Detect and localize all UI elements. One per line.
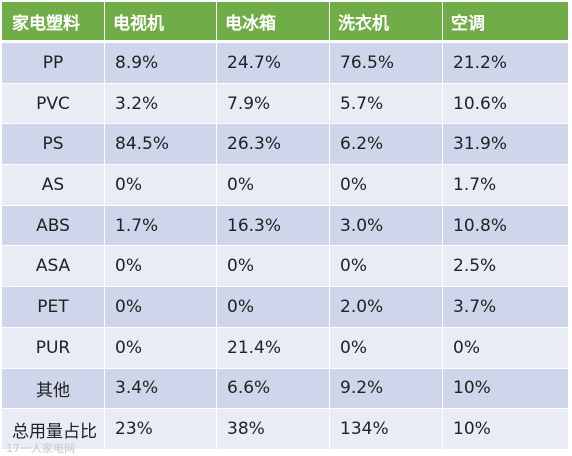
cell-tv: 1.7% — [105, 205, 217, 247]
row-label: ABS — [2, 205, 105, 247]
table-row: PVC 3.2% 7.9% 5.7% 10.6% — [2, 83, 569, 125]
cell-air-conditioner: 10.8% — [443, 205, 569, 247]
cell-air-conditioner: 10.6% — [443, 83, 569, 125]
cell-refrigerator: 24.7% — [217, 43, 330, 84]
cell-refrigerator: 16.3% — [217, 205, 330, 247]
cell-tv: 0% — [105, 287, 217, 328]
table-row: PP 8.9% 24.7% 76.5% 21.2% — [2, 43, 569, 84]
table-row: 其他 3.4% 6.6% 9.2% 10% — [2, 368, 569, 410]
row-label: AS — [2, 165, 105, 206]
cell-washing-machine: 134% — [330, 409, 443, 450]
cell-air-conditioner: 0% — [443, 327, 569, 369]
cell-refrigerator: 6.6% — [217, 368, 330, 410]
cell-refrigerator: 0% — [217, 165, 330, 206]
row-label: 总用量占比 — [2, 409, 105, 450]
row-label: PUR — [2, 327, 105, 369]
cell-tv: 0% — [105, 165, 217, 206]
cell-tv: 0% — [105, 246, 217, 288]
cell-tv: 84.5% — [105, 124, 217, 166]
cell-refrigerator: 21.4% — [217, 327, 330, 369]
cell-washing-machine: 76.5% — [330, 43, 443, 84]
plastics-table-container: 家电塑料 电视机 电冰箱 洗衣机 空调 PP 8.9% 24.7% 76.5% … — [2, 2, 569, 450]
cell-air-conditioner: 10% — [443, 368, 569, 410]
cell-air-conditioner: 2.5% — [443, 246, 569, 288]
header-material: 家电塑料 — [2, 2, 105, 43]
cell-refrigerator: 26.3% — [217, 124, 330, 166]
cell-washing-machine: 0% — [330, 327, 443, 369]
row-label: PVC — [2, 83, 105, 125]
row-label: PS — [2, 124, 105, 166]
header-washing-machine: 洗衣机 — [330, 2, 443, 43]
cell-washing-machine: 2.0% — [330, 287, 443, 328]
table-row: 总用量占比 23% 38% 134% 10% — [2, 409, 569, 450]
cell-air-conditioner: 31.9% — [443, 124, 569, 166]
header-row: 家电塑料 电视机 电冰箱 洗衣机 空调 — [2, 2, 569, 43]
plastics-usage-table: 家电塑料 电视机 电冰箱 洗衣机 空调 PP 8.9% 24.7% 76.5% … — [2, 2, 569, 450]
cell-tv: 0% — [105, 327, 217, 369]
cell-tv: 3.2% — [105, 83, 217, 125]
header-air-conditioner: 空调 — [443, 2, 569, 43]
cell-tv: 23% — [105, 409, 217, 450]
cell-refrigerator: 0% — [217, 246, 330, 288]
cell-refrigerator: 0% — [217, 287, 330, 328]
cell-air-conditioner: 10% — [443, 409, 569, 450]
cell-air-conditioner: 21.2% — [443, 43, 569, 84]
row-label: PP — [2, 43, 105, 84]
cell-washing-machine: 6.2% — [330, 124, 443, 166]
cell-washing-machine: 0% — [330, 165, 443, 206]
cell-air-conditioner: 3.7% — [443, 287, 569, 328]
header-tv: 电视机 — [105, 2, 217, 43]
cell-tv: 8.9% — [105, 43, 217, 84]
cell-tv: 3.4% — [105, 368, 217, 410]
table-row: PS 84.5% 26.3% 6.2% 31.9% — [2, 124, 569, 166]
table-row: PET 0% 0% 2.0% 3.7% — [2, 287, 569, 328]
table-row: AS 0% 0% 0% 1.7% — [2, 165, 569, 206]
row-label: 其他 — [2, 368, 105, 410]
cell-refrigerator: 38% — [217, 409, 330, 450]
cell-washing-machine: 3.0% — [330, 205, 443, 247]
cell-air-conditioner: 1.7% — [443, 165, 569, 206]
table-row: ASA 0% 0% 0% 2.5% — [2, 246, 569, 288]
table-row: PUR 0% 21.4% 0% 0% — [2, 327, 569, 369]
cell-washing-machine: 0% — [330, 246, 443, 288]
header-refrigerator: 电冰箱 — [217, 2, 330, 43]
table-row: ABS 1.7% 16.3% 3.0% 10.8% — [2, 205, 569, 247]
cell-washing-machine: 5.7% — [330, 83, 443, 125]
row-label: ASA — [2, 246, 105, 288]
watermark: 17一人家电网 — [6, 442, 75, 455]
row-label: PET — [2, 287, 105, 328]
cell-refrigerator: 7.9% — [217, 83, 330, 125]
cell-washing-machine: 9.2% — [330, 368, 443, 410]
